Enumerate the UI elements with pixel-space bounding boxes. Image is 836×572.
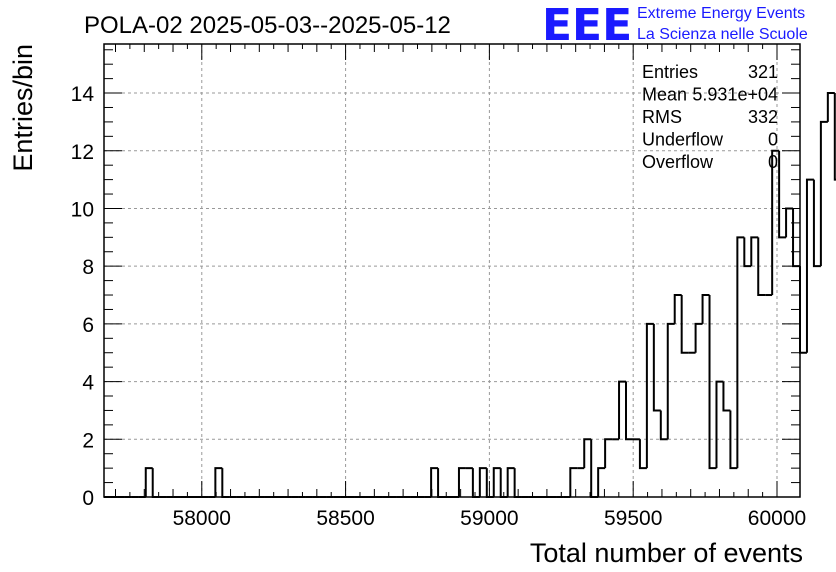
y-tick-label: 2 — [82, 429, 94, 452]
histogram-bin — [659, 410, 668, 441]
y-axis-title: Entries/bin — [8, 44, 38, 172]
histogram-bin — [666, 322, 675, 440]
y-tick-label: 0 — [82, 487, 94, 510]
histogram-bin — [478, 467, 487, 497]
stats-box: Entries 321 Mean 5.931e+04 RMS 332 Underflow 0 O… — [642, 62, 778, 172]
histogram-bin — [430, 467, 439, 497]
stats-value: 321 — [748, 62, 778, 82]
histogram-bars — [104, 92, 836, 498]
histogram-bin — [506, 467, 515, 497]
logo-line-1: Extreme Energy Events — [637, 5, 805, 22]
histogram-bin — [826, 92, 835, 122]
histogram-bin — [221, 468, 230, 498]
axis-ticks — [104, 44, 800, 498]
histogram-bin — [590, 439, 599, 498]
histogram-bin — [799, 266, 807, 354]
grid — [104, 44, 800, 497]
histogram-bin — [471, 468, 480, 498]
chart-title: POLA-02 2025-05-03--2025-05-12 — [84, 12, 451, 39]
histogram-bin — [778, 150, 787, 239]
eee-logo-mark: EEE — [542, 0, 632, 51]
y-tick-label: 12 — [71, 141, 94, 164]
stats-label: Underflow — [642, 130, 724, 150]
x-axis-title: Total number of events — [530, 538, 803, 568]
histogram-bin — [729, 410, 738, 470]
y-tick-label: 8 — [82, 256, 94, 279]
histogram-bin — [652, 323, 661, 412]
histogram-bin — [569, 467, 578, 497]
histogram-bin — [618, 380, 626, 440]
histogram-bin — [625, 381, 633, 441]
y-tick-label: 6 — [82, 314, 94, 337]
logo-line-2: La Scienza nelle Scuole — [637, 26, 808, 43]
histogram-bin — [214, 467, 223, 497]
histogram-bin — [638, 439, 647, 470]
x-tick-label: 59000 — [460, 507, 518, 530]
stats-value: 5.931e+04 — [692, 85, 778, 105]
histogram-bin — [144, 467, 153, 497]
histogram-bin — [743, 237, 752, 268]
stats-value: 0 — [768, 152, 778, 172]
histogram-bin — [583, 438, 592, 469]
stats-label: Entries — [642, 62, 698, 82]
histogram-bin — [715, 380, 724, 469]
y-tick-label: 14 — [71, 83, 95, 106]
histogram-bin — [701, 294, 710, 324]
histogram-bin — [457, 467, 466, 497]
histogram-bin — [437, 468, 446, 498]
y-tick-label: 10 — [71, 198, 94, 221]
histogram-bin — [812, 179, 821, 268]
stats-label: RMS — [642, 107, 682, 127]
histogram-bin — [694, 322, 703, 353]
histogram-bin — [722, 381, 731, 412]
plot-frame — [103, 43, 801, 498]
x-tick-label: 58500 — [316, 507, 374, 530]
eee-logo: EEE Extreme Energy Events La Scienza nel… — [542, 0, 808, 51]
histogram-bin — [492, 467, 501, 497]
histogram-bin — [485, 468, 494, 498]
histogram-bin — [833, 93, 836, 181]
stats-label: Overflow — [642, 152, 714, 172]
histogram-bin — [673, 294, 682, 324]
histogram-bin — [771, 149, 780, 296]
tick-labels: 58000 58500 59000 59500 60000 0 2 4 6 8 10 12 14 — [71, 83, 807, 530]
y-tick-label: 4 — [82, 372, 94, 395]
histogram-bin — [736, 236, 745, 469]
x-tick-label: 58000 — [173, 507, 231, 530]
histogram-bin — [805, 178, 814, 353]
histogram-bin — [750, 236, 759, 267]
histogram-bin — [597, 467, 606, 497]
histogram-bin — [757, 237, 766, 297]
x-tick-label: 59500 — [604, 507, 662, 530]
histogram-bin — [819, 120, 828, 267]
stats-label: Mean — [642, 85, 687, 105]
histogram-bin — [604, 438, 613, 469]
stats-value: 332 — [748, 107, 778, 127]
histogram-bin — [680, 295, 689, 354]
stats-value: 0 — [768, 130, 778, 150]
histogram-bin — [645, 322, 654, 469]
histogram-bin — [708, 295, 717, 470]
x-tick-label: 60000 — [748, 507, 806, 530]
